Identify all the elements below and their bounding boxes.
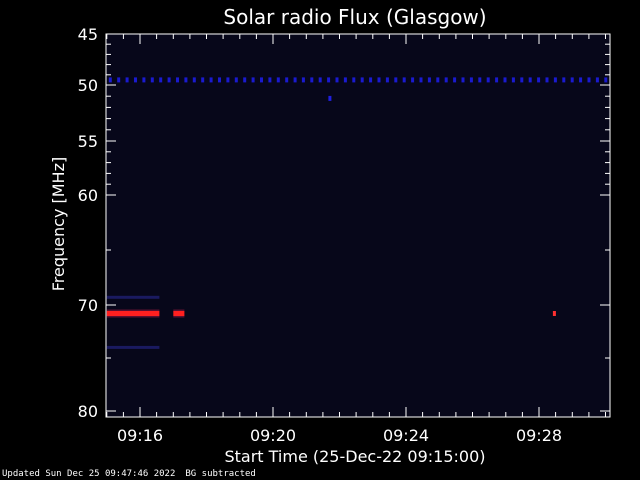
interference-band-50MHz-dot	[604, 77, 608, 83]
y-tick-label: 80	[78, 402, 98, 421]
interference-band-50MHz-dot	[427, 77, 431, 83]
interference-band-50MHz-dot	[444, 77, 448, 83]
interference-band-50MHz-dot	[318, 77, 322, 83]
interference-band-50MHz-dot	[419, 77, 423, 83]
interference-band-50MHz-dot	[226, 77, 230, 83]
spectrogram-features	[106, 77, 608, 349]
interference-band-50MHz-dot	[486, 77, 490, 83]
interference-band-50MHz-dot	[285, 77, 289, 83]
burst-main	[106, 311, 160, 316]
y-axis-label: Frequency [MHz]	[49, 157, 68, 291]
interference-band-50MHz-dot	[327, 77, 331, 83]
interference-band-50MHz-dot	[268, 77, 272, 83]
interference-band-50MHz-dot	[335, 77, 339, 83]
interference-band-50MHz-dot	[125, 77, 129, 83]
interference-band-50MHz-dot	[520, 77, 524, 83]
interference-band-50MHz-dot	[562, 77, 566, 83]
interference-band-50MHz-dot	[192, 77, 196, 83]
interference-band-50MHz-dot	[469, 77, 473, 83]
interference-band-50MHz-dot	[478, 77, 482, 83]
axes: 45 50 55 60 70 80 09:16 09:20 09:24 09:28	[78, 25, 611, 445]
plot-frame	[105, 33, 611, 418]
interference-band-50MHz-dot	[209, 77, 213, 83]
interference-band-50MHz-dot	[436, 77, 440, 83]
interference-band-50MHz-dot	[243, 77, 247, 83]
interference-band-50MHz-dot	[360, 77, 364, 83]
footer-updated: Updated Sun Dec 25 09:47:46 2022	[2, 469, 176, 479]
burst-secondary-halo-bottom	[173, 316, 185, 318]
faint-band-74MHz	[106, 345, 160, 349]
interference-band-50MHz-dot	[134, 77, 137, 83]
x-axis-label: Start Time (25-Dec-22 09:15:00)	[224, 447, 485, 466]
y-tick-label: 60	[78, 186, 98, 205]
interference-band-50MHz-dot	[545, 77, 549, 83]
interference-band-50MHz-dot	[167, 77, 171, 83]
burst-late	[552, 311, 556, 316]
y-tick-label: 45	[78, 25, 98, 44]
interference-band-50MHz-dot	[293, 77, 297, 83]
x-tick-label: 09:20	[250, 426, 296, 445]
faint-band-69MHz	[106, 295, 160, 299]
interference-band-50MHz-dot	[553, 77, 557, 83]
interference-band-50MHz-dot	[201, 77, 205, 83]
y-tick-label: 70	[78, 296, 98, 315]
burst-secondary-halo-top	[173, 309, 185, 311]
interference-band-50MHz-dot	[377, 77, 381, 83]
interference-band-50MHz-dot	[537, 77, 541, 83]
interference-band-50MHz-dot	[385, 77, 389, 83]
interference-band-50MHz-dot	[234, 77, 238, 83]
x-tick-label: 09:28	[516, 426, 562, 445]
interference-band-50MHz-dot	[184, 77, 188, 83]
interference-band-50MHz-dot	[503, 77, 507, 83]
x-tick-label: 09:16	[117, 426, 163, 445]
interference-band-50MHz-dot	[260, 77, 263, 83]
y-tick-label: 55	[78, 132, 98, 151]
interference-band-50MHz-dot	[150, 77, 154, 83]
interference-band-50MHz-dot	[394, 77, 398, 83]
interference-band-50MHz-dot	[579, 77, 583, 83]
interference-band-50MHz-dot	[369, 77, 373, 83]
chart-title: Solar radio Flux (Glasgow)	[223, 5, 486, 29]
interference-band-50MHz-dot	[595, 77, 599, 83]
interference-band-50MHz-dot	[310, 77, 314, 83]
interference-band-50MHz-dot	[301, 77, 305, 83]
interference-band-50MHz-dot	[495, 77, 499, 83]
x-tick-label: 09:24	[383, 426, 429, 445]
interference-band-50MHz-dot	[117, 77, 121, 83]
interference-band-50MHz-dot	[276, 77, 280, 83]
footer: Updated Sun Dec 25 09:47:46 2022 BG subtr…	[2, 469, 266, 479]
interference-band-50MHz-dot	[251, 77, 255, 83]
interference-band-50MHz-dot	[402, 77, 406, 83]
burst-secondary	[173, 311, 185, 316]
interference-band-50MHz-dot	[411, 77, 415, 83]
interference-band-50MHz-dot	[528, 77, 532, 83]
y-tick-label: 50	[78, 76, 98, 95]
burst-main-halo-top	[106, 309, 160, 311]
footer-note: BG subtracted	[185, 469, 256, 479]
interference-band-50MHz-dot	[461, 77, 465, 83]
interference-band-50MHz-dot	[218, 77, 221, 83]
interference-band-50MHz-dot	[159, 77, 163, 83]
interference-band-50MHz-dot	[587, 77, 591, 83]
interference-band-50MHz-dot	[108, 77, 112, 83]
spot-51MHz	[328, 95, 332, 101]
interference-band-50MHz-dot	[176, 77, 179, 83]
interference-band-50MHz-dot	[343, 77, 347, 83]
burst-main-halo-bottom	[106, 316, 160, 318]
interference-band-50MHz-dot	[570, 77, 574, 83]
interference-band-50MHz-dot	[511, 77, 515, 83]
interference-band-50MHz-dot	[453, 77, 457, 83]
plot-area	[106, 34, 610, 417]
interference-band-50MHz-dot	[352, 77, 356, 83]
interference-band-50MHz-dot	[142, 77, 146, 83]
